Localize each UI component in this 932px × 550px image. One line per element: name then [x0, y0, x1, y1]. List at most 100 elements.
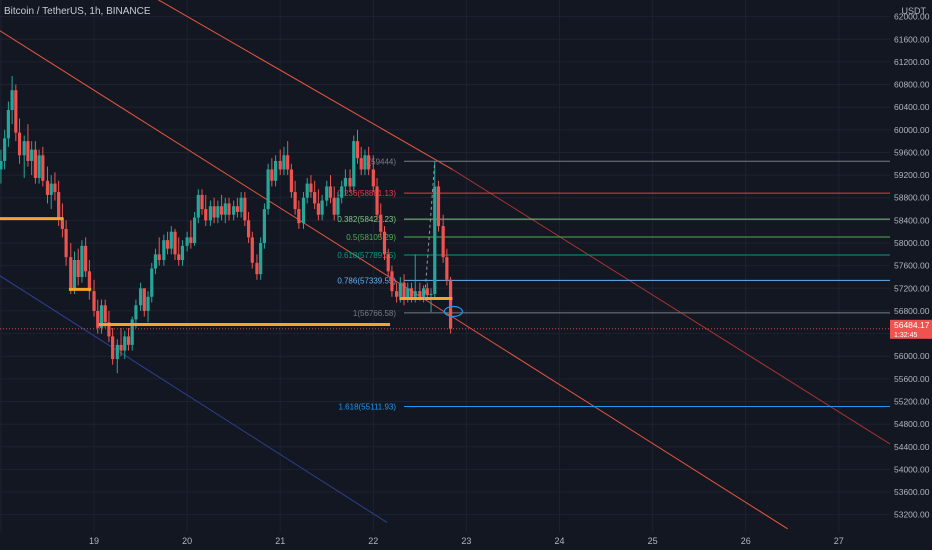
fibonacci-retracement[interactable]: 0(59444) 0.236(58881.13) 0.382(58421.23) 0.… — [337, 157, 890, 411]
candle-body — [57, 192, 61, 218]
time-tick-label: 19 — [89, 536, 99, 546]
candle-body — [134, 305, 138, 320]
fib-level-label: 0.786(57339.55) — [337, 276, 396, 285]
candle-body — [107, 322, 111, 337]
time-tick-label: 21 — [275, 536, 285, 546]
candle-body — [363, 155, 367, 170]
candle-body — [26, 141, 30, 161]
trend-lines[interactable] — [0, 0, 891, 530]
candle-body — [49, 183, 53, 195]
support-lines[interactable] — [0, 217, 453, 327]
candle-body — [343, 177, 347, 187]
time-axis[interactable]: 19 20 21 22 23 24 25 26 27 — [89, 536, 844, 546]
candle-body — [192, 217, 197, 244]
candle-body — [282, 155, 286, 170]
candle-body — [165, 240, 170, 249]
candle-body — [278, 160, 282, 170]
candle-body — [355, 141, 360, 159]
fib-level-label: 1.618(55111.93) — [339, 402, 397, 411]
candle-body — [111, 336, 115, 360]
candle-body — [17, 132, 22, 156]
price-tick-label: 55200.00 — [894, 396, 930, 406]
time-tick-label: 22 — [368, 536, 378, 546]
candle-body — [115, 344, 119, 360]
candle-body — [375, 186, 379, 215]
candle-body — [146, 296, 150, 311]
candle-body — [305, 183, 309, 198]
candle-body — [153, 254, 158, 269]
price-tick-label: 55600.00 — [894, 374, 930, 384]
price-tick-label: 60800.00 — [894, 80, 930, 90]
fib-level-label: 0.5(58105.29) — [346, 233, 396, 242]
candle-body — [123, 336, 127, 351]
candle-body — [255, 262, 259, 275]
candle-body — [429, 293, 433, 296]
time-tick-label: 27 — [834, 536, 844, 546]
candle-body — [0, 160, 3, 170]
candle-body — [216, 206, 220, 218]
price-tick-label: 56800.00 — [894, 306, 930, 316]
candle-body — [448, 279, 453, 329]
candle-body — [223, 203, 227, 215]
candle-body — [30, 149, 34, 161]
candle-body — [10, 90, 14, 111]
price-unit-label: USDT — [901, 6, 927, 16]
ellipse-marker — [443, 305, 463, 318]
candle-body — [441, 226, 445, 258]
price-tick-label: 53600.00 — [894, 487, 930, 497]
candle-body — [212, 206, 216, 218]
candle-body — [340, 186, 344, 198]
trend-line — [452, 169, 891, 445]
trend-line — [0, 30, 788, 530]
price-tick-label: 54400.00 — [894, 442, 930, 452]
candle-body — [328, 186, 333, 198]
candle-body — [45, 180, 50, 195]
candle-body — [69, 257, 73, 289]
candle-body — [259, 243, 263, 275]
candle-body — [320, 200, 324, 215]
time-tick-label: 20 — [182, 536, 192, 546]
candle-body — [425, 288, 429, 296]
time-tick-label: 25 — [648, 536, 658, 546]
price-tick-label: 56000.00 — [894, 351, 930, 361]
countdown-label: 1:32:45 — [894, 332, 917, 339]
candle-body — [196, 194, 200, 218]
candle-body — [37, 155, 41, 178]
candle-body — [76, 260, 80, 277]
price-tick-label: 59600.00 — [894, 147, 930, 157]
candle-body — [33, 149, 37, 178]
fib-level-label: 0.618(57789.35) — [337, 251, 396, 260]
candle-body — [390, 271, 394, 292]
candle-body — [379, 214, 383, 232]
price-tick-label: 59200.00 — [894, 170, 930, 180]
candle-body — [250, 237, 254, 263]
candle-body — [316, 203, 320, 215]
candle-body — [409, 288, 414, 297]
candle-body — [41, 155, 45, 181]
candle-body — [232, 206, 236, 215]
candle-body — [157, 254, 161, 260]
candle-body — [332, 197, 336, 215]
trend-line — [157, 0, 453, 170]
candle-body — [22, 141, 26, 156]
candle-body — [92, 291, 96, 311]
candle-body — [204, 209, 208, 221]
candle-body — [382, 231, 387, 255]
price-tick-label: 54000.00 — [894, 464, 930, 474]
candle-body — [138, 288, 143, 306]
price-tick-label: 54800.00 — [894, 419, 930, 429]
annotations[interactable] — [0, 161, 890, 330]
candles — [0, 76, 453, 374]
candle-body — [325, 186, 329, 201]
price-tick-label: 62000.00 — [894, 12, 930, 22]
candle-body — [173, 231, 177, 255]
symbol-title: Bitcoin / TetherUS, 1h, BINANCE — [4, 6, 151, 17]
projection-line — [424, 161, 436, 300]
candle-body — [96, 310, 100, 328]
candle-body — [418, 291, 422, 297]
candle-body — [142, 288, 146, 311]
time-tick-label: 26 — [741, 536, 751, 546]
candle-body — [6, 110, 10, 139]
price-axis[interactable]: 53200.00 53600.00 54000.00 54400.00 54800.00… — [890, 12, 932, 520]
